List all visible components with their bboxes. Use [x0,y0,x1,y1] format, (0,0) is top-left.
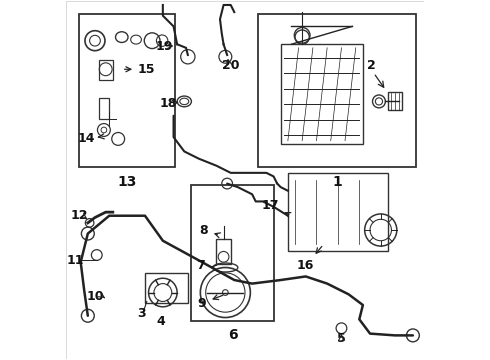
Bar [217,239,231,264]
Text: 5: 5 [337,333,346,346]
Bar [288,173,388,251]
Text: 11: 11 [67,254,84,267]
Bar [79,14,175,167]
Text: 6: 6 [228,328,237,342]
Text: 2: 2 [368,59,376,72]
Text: 4: 4 [157,315,166,328]
Text: 16: 16 [297,247,322,272]
Text: 20: 20 [222,59,240,72]
Bar [281,44,363,144]
Bar [145,273,188,303]
Text: 10: 10 [86,289,104,303]
Text: 9: 9 [198,295,223,310]
Text: 18: 18 [160,97,177,110]
Bar [388,93,402,111]
Bar [258,14,416,167]
Bar [98,98,109,119]
Text: 17: 17 [261,198,291,217]
Text: 15: 15 [124,63,155,76]
Text: 3: 3 [137,307,146,320]
Text: 7: 7 [196,259,217,272]
Bar [192,185,273,321]
Bar [98,60,113,80]
Text: 8: 8 [199,224,220,238]
Text: 12: 12 [70,209,88,222]
Text: 19: 19 [156,40,173,53]
Text: 13: 13 [118,175,137,189]
Text: 14: 14 [77,132,104,145]
Text: 1: 1 [332,175,342,189]
